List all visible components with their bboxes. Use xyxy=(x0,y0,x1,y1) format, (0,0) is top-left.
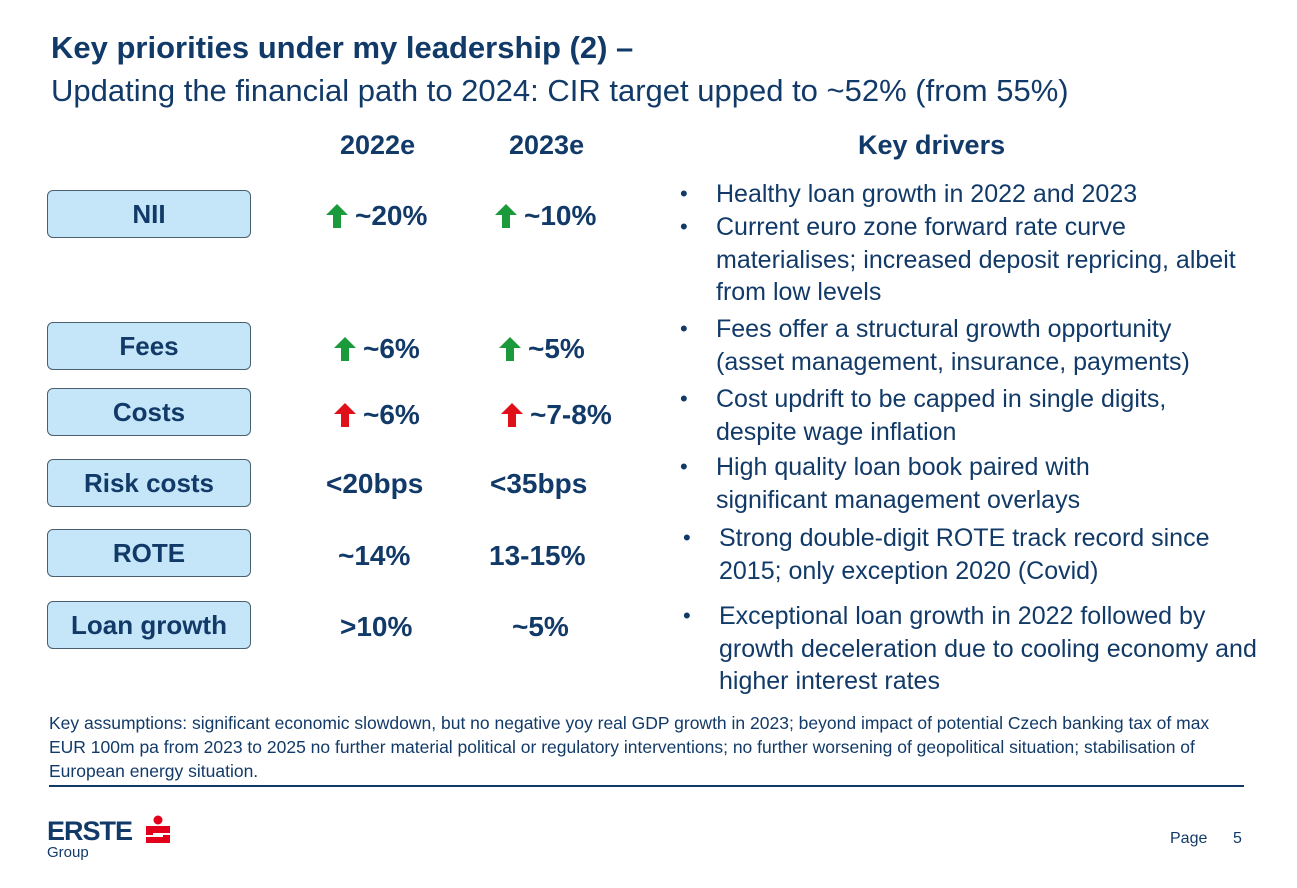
fees-2022e-value: ~6% xyxy=(333,333,420,365)
loan-growth-2023e-value: ~5% xyxy=(512,611,569,642)
slide-subtitle: Updating the financial path to 2024: CIR… xyxy=(51,73,1069,108)
logo-group-text: Group xyxy=(47,844,89,861)
loan-growth-2022e-value: >10% xyxy=(340,611,413,642)
green-up-arrow-icon xyxy=(326,204,348,228)
red-up-arrow-icon xyxy=(334,403,356,427)
bullet-marker: • xyxy=(680,181,688,206)
driver-text: High quality loan book paired with signi… xyxy=(716,453,1090,514)
rote-2023e-value: 13-15% xyxy=(489,540,586,571)
column-header-2022e: 2022e xyxy=(340,130,416,160)
row-label-nii: NII xyxy=(47,190,251,238)
driver-bullet: • High quality loan book paired with sig… xyxy=(680,451,1146,516)
driver-bullet: • Cost updrift to be capped in single di… xyxy=(680,383,1236,448)
value-text: ~5% xyxy=(528,333,585,364)
page-number: 5 xyxy=(1233,830,1242,847)
driver-bullet: • Current euro zone forward rate curve m… xyxy=(680,211,1236,309)
row-label-risk-costs: Risk costs xyxy=(47,459,251,507)
row-label-loan-growth: Loan growth xyxy=(47,601,251,649)
bullet-marker: • xyxy=(680,214,688,239)
driver-text: Cost updrift to be capped in single digi… xyxy=(716,385,1167,446)
driver-text: Current euro zone forward rate curve mat… xyxy=(716,213,1236,306)
nii-2022e-value: ~20% xyxy=(325,200,427,232)
green-up-arrow-icon xyxy=(499,337,521,361)
bullet-marker: • xyxy=(683,525,691,550)
slide-title: Key priorities under my leadership (2) – xyxy=(51,30,634,65)
driver-bullet: • Exceptional loan growth in 2022 follow… xyxy=(683,600,1259,698)
fees-2023e-value: ~5% xyxy=(498,333,585,365)
rote-2022e-value: ~14% xyxy=(338,540,411,571)
column-header-key-drivers: Key drivers xyxy=(858,130,1006,160)
row-label-rote: ROTE xyxy=(47,529,251,577)
column-header-2023e: 2023e xyxy=(509,130,585,160)
row-label-costs: Costs xyxy=(47,388,251,436)
erste-group-logo: ERSTE Group xyxy=(47,815,170,861)
driver-bullet: • Strong double-digit ROTE track record … xyxy=(683,522,1219,587)
driver-text: Exceptional loan growth in 2022 followed… xyxy=(719,602,1257,695)
green-up-arrow-icon xyxy=(334,337,356,361)
driver-text: Fees offer a structural growth opportuni… xyxy=(716,315,1190,376)
erste-s-symbol-icon xyxy=(146,815,170,843)
red-up-arrow-icon xyxy=(501,403,523,427)
key-assumptions-footnote: Key assumptions: significant economic sl… xyxy=(49,713,1210,781)
costs-2022e-value: ~6% xyxy=(333,399,420,431)
bullet-marker: • xyxy=(680,454,688,479)
value-text: ~6% xyxy=(363,399,420,430)
bullet-marker: • xyxy=(680,386,688,411)
driver-bullet: • Healthy loan growth in 2022 and 2023 xyxy=(680,178,1236,211)
driver-bullet: • Fees offer a structural growth opportu… xyxy=(680,313,1244,378)
costs-2023e-value: ~7-8% xyxy=(500,399,612,431)
value-text: ~10% xyxy=(524,200,597,231)
bullet-marker: • xyxy=(683,603,691,628)
driver-text: Healthy loan growth in 2022 and 2023 xyxy=(716,180,1138,208)
green-up-arrow-icon xyxy=(495,204,517,228)
bullet-marker: • xyxy=(680,316,688,341)
logo-brand-text: ERSTE xyxy=(47,816,133,846)
risk-costs-2022e-value: <20bps xyxy=(326,468,424,499)
value-text: ~20% xyxy=(355,200,428,231)
value-text: ~7-8% xyxy=(530,399,612,430)
risk-costs-2023e-value: <35bps xyxy=(490,468,588,499)
row-label-fees: Fees xyxy=(47,322,251,370)
footer-divider xyxy=(49,785,1244,787)
driver-text: Strong double-digit ROTE track record si… xyxy=(719,524,1210,585)
page-label: Page xyxy=(1170,830,1208,847)
nii-2023e-value: ~10% xyxy=(494,200,596,232)
value-text: ~6% xyxy=(363,333,420,364)
